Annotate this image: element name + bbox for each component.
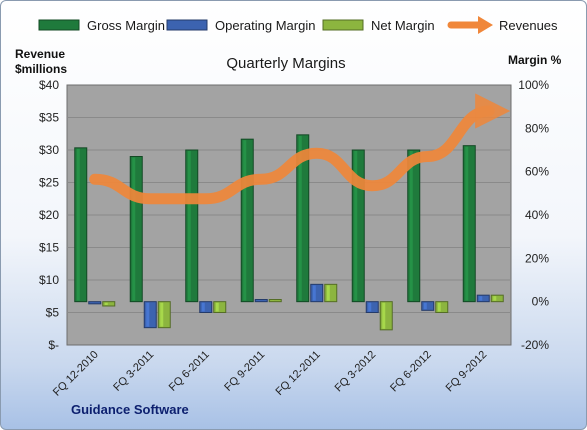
bar (421, 301, 435, 311)
legend-label: Revenues (499, 18, 558, 33)
bar (462, 145, 476, 303)
legend-label: Net Margin (371, 18, 435, 33)
legend-label: Operating Margin (215, 18, 315, 33)
bar (129, 156, 143, 303)
category-axis: FQ 12-2010 FQ 3-2011 FQ 6-2011 FQ 9-2011 FQ … (51, 349, 489, 399)
bar (240, 138, 254, 303)
bar (365, 301, 379, 313)
legend: Gross Margin Operating Margin Net Margin Re… (38, 16, 558, 34)
right-tick-label: -20% (521, 338, 549, 352)
revenue-line (89, 93, 511, 205)
left-tick-label: $35 (39, 111, 59, 125)
category-label: FQ 12-2011 (273, 349, 322, 398)
bar-highlight (146, 302, 150, 327)
bar-highlight (160, 302, 164, 327)
bar (88, 301, 102, 305)
left-axis-title-line1: Revenue (15, 47, 65, 61)
bar (185, 149, 199, 303)
bar (324, 283, 338, 303)
bar (379, 301, 393, 331)
legend-swatch-arrowhead (478, 16, 493, 34)
left-axis-title-line2: $millions (15, 62, 67, 76)
category-label: FQ 6-2011 (167, 349, 212, 394)
right-axis: -20% 0% 20% 40% 60% 80% 100% (518, 78, 549, 352)
bar (143, 301, 157, 329)
category-label: FQ 12-2010 (51, 349, 101, 399)
category-label: FQ 6-2012 (388, 349, 434, 395)
category-label: FQ 3-2011 (111, 349, 156, 394)
revenue-line-group (89, 93, 511, 205)
bar (102, 301, 116, 307)
bar-highlight (354, 151, 358, 301)
bar-highlight (298, 135, 302, 301)
left-tick-label: $5 (46, 306, 60, 320)
left-tick-label: $30 (39, 143, 59, 157)
bar-highlight (132, 157, 136, 301)
bar (157, 301, 171, 329)
right-tick-label: 100% (518, 78, 549, 92)
right-tick-label: 0% (532, 295, 550, 309)
bar-highlight (187, 151, 191, 301)
bar (213, 301, 227, 313)
bar (74, 147, 88, 303)
bar-highlight (437, 302, 441, 312)
right-tick-label: 40% (525, 208, 549, 222)
footer-label: Guidance Software (71, 402, 189, 417)
legend-label: Gross Margin (87, 18, 165, 33)
category-label: FQ 3-2012 (333, 349, 379, 395)
bar-highlight (243, 140, 247, 301)
left-tick-label: $40 (39, 78, 59, 92)
right-axis-title: Margin % (508, 53, 562, 67)
left-axis: $- $5 $10 $15 $20 $25 $30 $35 $40 (39, 78, 59, 352)
bar-highlight (201, 302, 205, 312)
category-label: FQ 9-2012 (444, 349, 490, 395)
bar (310, 283, 324, 303)
left-tick-label: $20 (39, 208, 59, 222)
bar-highlight (382, 302, 386, 329)
chart-title: Quarterly Margins (226, 55, 345, 72)
right-tick-label: 80% (525, 121, 549, 135)
bar-highlight (423, 302, 427, 310)
bar-highlight (104, 302, 108, 305)
bar (199, 301, 213, 313)
legend-swatch (322, 19, 364, 31)
bar (407, 149, 421, 303)
bar (435, 301, 449, 313)
bar (268, 299, 282, 303)
bar-highlight (493, 296, 497, 301)
bar-highlight (368, 302, 372, 312)
legend-swatch (166, 19, 208, 31)
bar-highlight (409, 151, 413, 301)
left-tick-label: $10 (39, 273, 59, 287)
right-tick-label: 20% (525, 251, 549, 265)
bar-highlight (76, 148, 80, 301)
left-tick-label: $25 (39, 176, 59, 190)
category-label: FQ 9-2011 (222, 349, 267, 394)
bars (74, 134, 504, 331)
bar-highlight (215, 302, 219, 312)
legend-swatch (38, 19, 80, 31)
bar (254, 299, 268, 303)
bar-highlight (479, 296, 483, 301)
left-tick-label: $15 (39, 241, 59, 255)
bar-highlight (312, 285, 316, 301)
bar-highlight (326, 285, 330, 301)
left-tick-label: $- (48, 338, 59, 352)
bar-highlight (465, 146, 469, 301)
right-tick-label: 60% (525, 165, 549, 179)
bar (476, 294, 490, 303)
bar (490, 294, 504, 303)
